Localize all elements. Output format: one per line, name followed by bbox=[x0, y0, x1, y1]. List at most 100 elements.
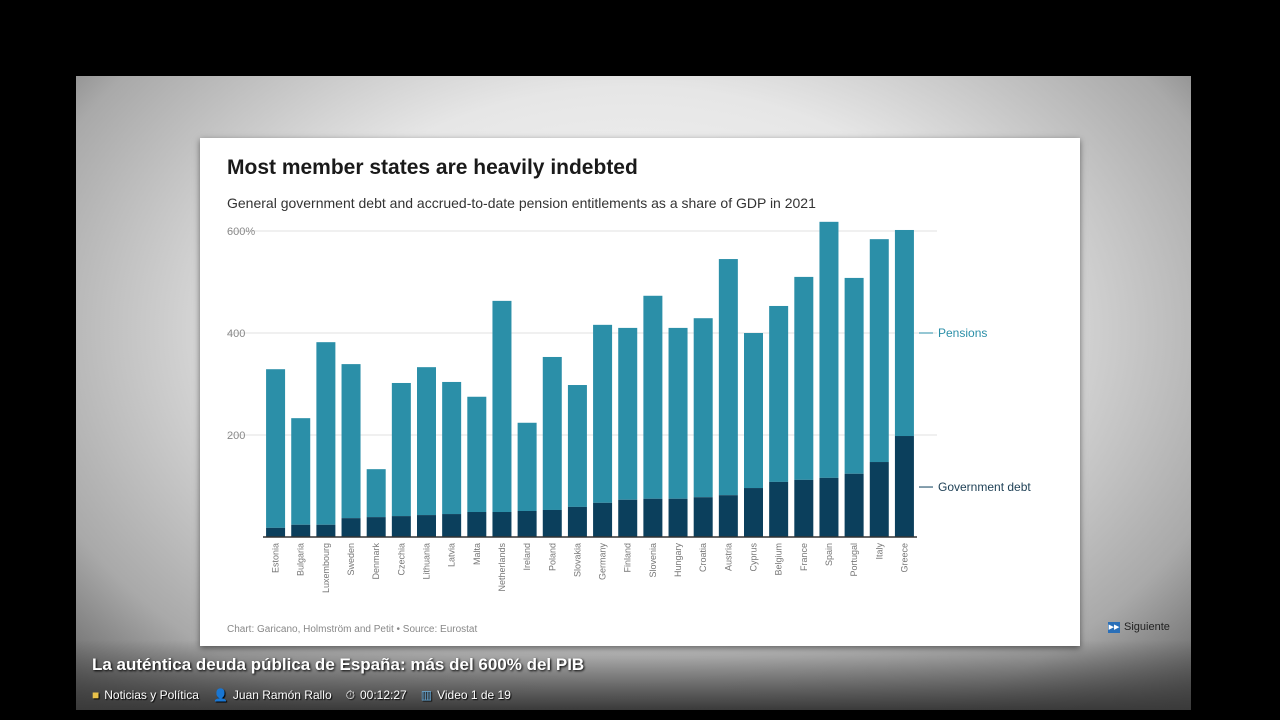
bar-pensions bbox=[341, 364, 361, 519]
bar-pensions bbox=[391, 382, 411, 517]
bar-pensions bbox=[542, 356, 562, 510]
next-video-button[interactable]: ▶▶ Siguiente bbox=[1108, 621, 1170, 633]
x-tick-label: Finland bbox=[623, 543, 633, 573]
x-tick-label: Hungary bbox=[673, 543, 683, 578]
bar-government-debt bbox=[894, 436, 914, 537]
bar-government-debt bbox=[844, 473, 864, 537]
x-tick-label: Italy bbox=[874, 543, 884, 560]
bar-pensions bbox=[844, 277, 864, 474]
x-tick-label: Cyprus bbox=[749, 543, 759, 572]
bar-pensions bbox=[668, 327, 688, 499]
x-tick-label: Denmark bbox=[371, 543, 381, 580]
bar-government-debt bbox=[744, 488, 763, 537]
bar-government-debt bbox=[391, 516, 411, 537]
x-tick-label: Malta bbox=[472, 543, 482, 565]
bar-pensions bbox=[744, 333, 763, 489]
x-tick-label: Czechia bbox=[396, 543, 406, 576]
bar-government-debt bbox=[517, 510, 537, 537]
bar-pensions bbox=[266, 369, 286, 528]
bar-pensions bbox=[693, 318, 713, 498]
x-tick-label: Ireland bbox=[522, 543, 532, 571]
bar-government-debt bbox=[291, 524, 311, 537]
chart-subtitle: General government debt and accrued-to-d… bbox=[227, 195, 816, 211]
chart-source: Chart: Garicano, Holmström and Petit • S… bbox=[227, 624, 478, 635]
duration-label: 00:12:27 bbox=[360, 688, 407, 702]
bar-pensions bbox=[291, 418, 311, 525]
chart-card: Most member states are heavily indebted … bbox=[200, 138, 1080, 646]
bar-government-debt bbox=[341, 518, 361, 537]
bar-pensions bbox=[417, 367, 436, 516]
chart-icon: ▥ bbox=[420, 688, 433, 702]
category-label: Noticias y Política bbox=[104, 688, 199, 702]
category[interactable]: ■ Noticias y Política bbox=[92, 688, 199, 703]
bar-government-debt bbox=[542, 509, 562, 537]
bar-pensions bbox=[366, 469, 386, 518]
next-label: Siguiente bbox=[1124, 621, 1170, 633]
author-label: Juan Ramón Rallo bbox=[232, 688, 332, 702]
author[interactable]: 👤 Juan Ramón Rallo bbox=[213, 688, 332, 703]
x-tick-label: Belgium bbox=[774, 543, 784, 576]
x-tick-label: France bbox=[799, 543, 809, 571]
bar-pensions bbox=[316, 342, 336, 525]
bar-government-debt bbox=[819, 477, 839, 537]
bar-government-debt bbox=[718, 495, 738, 537]
x-tick-label: Luxembourg bbox=[321, 543, 331, 593]
bar-government-debt bbox=[442, 514, 462, 537]
stopwatch-icon: ⏱ bbox=[345, 688, 355, 702]
bar-government-debt bbox=[417, 515, 436, 537]
bar-pensions bbox=[618, 327, 638, 500]
bar-government-debt bbox=[567, 506, 587, 537]
bar-government-debt bbox=[266, 527, 286, 537]
bar-government-debt bbox=[618, 499, 638, 537]
y-tick-label: 400 bbox=[227, 328, 245, 340]
legend-government-debt: Government debt bbox=[938, 480, 1031, 494]
x-tick-label: Austria bbox=[723, 543, 733, 571]
bar-government-debt bbox=[593, 502, 613, 537]
chart-title: Most member states are heavily indebted bbox=[227, 156, 638, 179]
bar-pensions bbox=[467, 396, 487, 513]
bar-pensions bbox=[517, 422, 537, 511]
duration: ⏱ 00:12:27 bbox=[346, 688, 407, 703]
bar-pensions bbox=[442, 381, 462, 515]
x-tick-label: Spain bbox=[824, 543, 834, 566]
x-tick-label: Netherlands bbox=[497, 543, 507, 592]
bar-government-debt bbox=[769, 481, 789, 537]
bar-pensions bbox=[718, 259, 738, 496]
bar-government-debt bbox=[693, 497, 713, 537]
x-tick-label: Slovakia bbox=[572, 543, 582, 577]
x-tick-label: Lithuania bbox=[422, 543, 432, 580]
folder-icon: ■ bbox=[92, 688, 100, 702]
bar-government-debt bbox=[366, 517, 386, 537]
x-tick-label: Croatia bbox=[698, 543, 708, 572]
y-tick-label: 200 bbox=[227, 430, 245, 442]
x-tick-label: Greece bbox=[899, 543, 909, 573]
chart-plot: 200 400 600% Estonia Bulgaria Luxembourg Swede… bbox=[227, 221, 1031, 593]
bar-government-debt bbox=[668, 498, 688, 537]
bar-pensions bbox=[593, 324, 613, 503]
x-tick-label: Poland bbox=[547, 543, 557, 571]
position-label: Video 1 de 19 bbox=[437, 688, 511, 702]
video-meta: ■ Noticias y Política 👤 Juan Ramón Rallo ⏱… bbox=[92, 688, 511, 703]
user-icon: 👤 bbox=[212, 688, 228, 702]
bar-pensions bbox=[643, 295, 663, 499]
bar-pensions bbox=[567, 385, 587, 507]
bar-pensions bbox=[869, 239, 889, 463]
skip-forward-icon: ▶▶ bbox=[1108, 621, 1120, 633]
x-tick-label: Latvia bbox=[447, 543, 457, 567]
x-tick-label: Bulgaria bbox=[296, 543, 306, 576]
bar-pensions bbox=[769, 305, 789, 482]
bar-pensions bbox=[492, 300, 512, 513]
bar-government-debt bbox=[467, 512, 487, 537]
x-tick-label: Germany bbox=[598, 543, 608, 581]
bar-government-debt bbox=[869, 462, 889, 537]
video-title: La auténtica deuda pública de España: má… bbox=[92, 655, 585, 674]
bar-pensions bbox=[894, 229, 914, 437]
bar-government-debt bbox=[643, 498, 663, 537]
x-tick-label: Estonia bbox=[271, 543, 281, 573]
x-tick-label: Portugal bbox=[849, 543, 859, 577]
x-tick-label: Slovenia bbox=[648, 543, 658, 578]
x-tick-label: Sweden bbox=[346, 543, 356, 576]
bar-government-debt bbox=[316, 524, 336, 537]
bar-government-debt bbox=[492, 512, 512, 537]
playlist-position: ▥ Video 1 de 19 bbox=[421, 688, 511, 703]
